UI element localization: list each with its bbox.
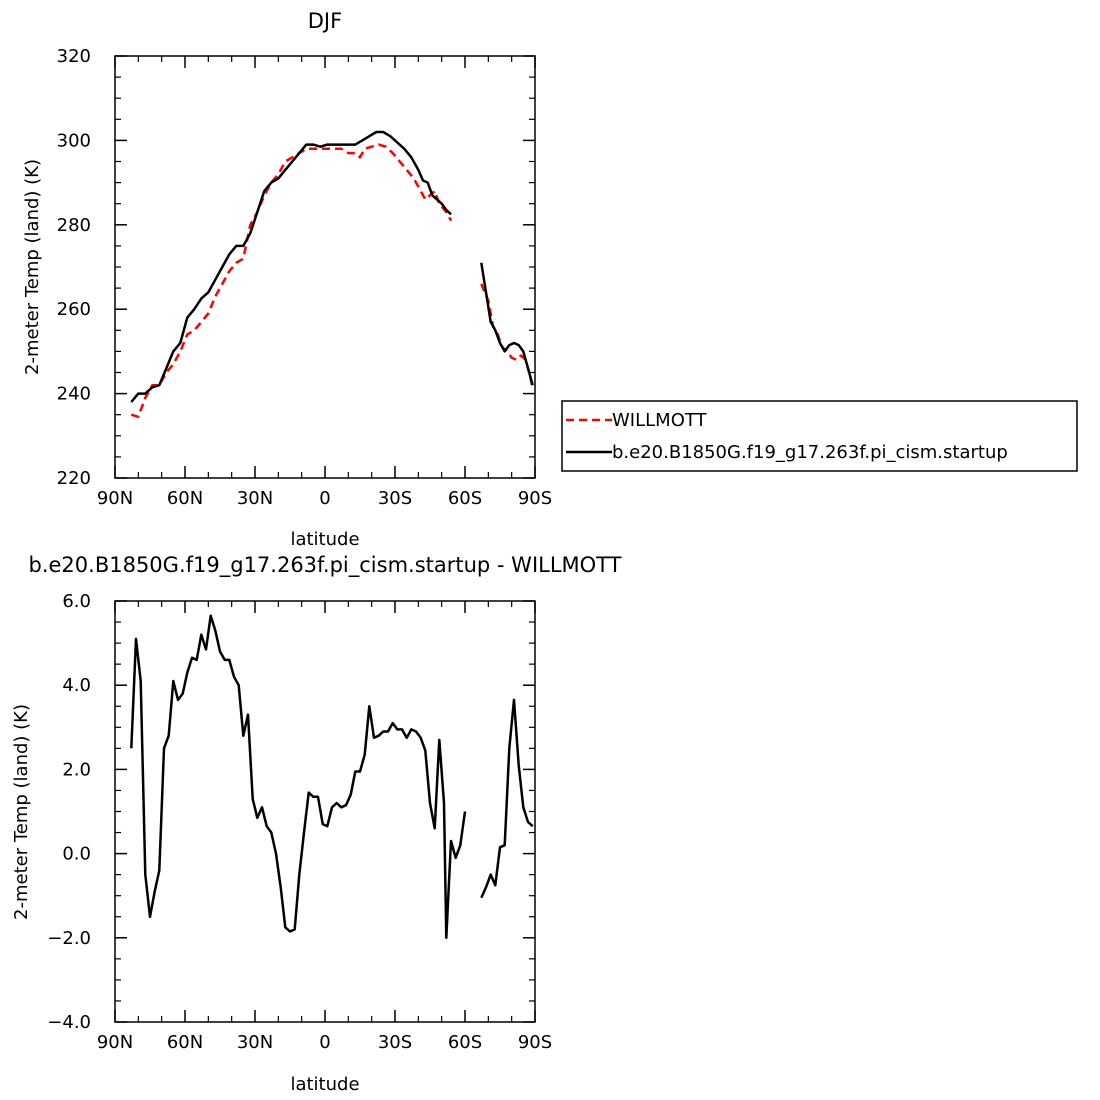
bottom-ytick-label: 6.0 (62, 591, 91, 612)
top-xtick-label: 90N (97, 488, 133, 509)
top-xtick-label: 60N (167, 488, 203, 509)
top-ytick-label: 320 (57, 46, 91, 67)
top-chart-ylabel: 2-meter Temp (land) (K) (22, 159, 43, 375)
top-series-0-line-segment-1 (480, 283, 534, 390)
bottom-ytick-label: −4.0 (47, 1012, 91, 1033)
legend: WILLMOTT b.e20.B1850G.f19_g17.263f.pi_ci… (561, 400, 1078, 472)
top-series-1-line-segment-1 (480, 262, 534, 386)
bottom-xtick-label: 30N (237, 1032, 273, 1053)
top-xtick-label: 0 (319, 488, 330, 509)
bottom-chart-title: b.e20.B1850G.f19_g17.263f.pi_cism.startu… (29, 553, 622, 578)
bottom-ytick-label: 2.0 (62, 759, 91, 780)
top-chart-title: DJF (308, 9, 342, 33)
bottom-chart-plot: 90N 60N 30N 0 30S 60S 90S −4.0 −2.0 0.0 2.0 4.0 6.0 (47, 591, 552, 1053)
bottom-xtick-label: 90S (518, 1032, 552, 1053)
top-ytick-label: 260 (57, 299, 91, 320)
top-ytick-label: 280 (57, 215, 91, 236)
top-ytick-label: 240 (57, 384, 91, 405)
top-xtick-label: 90S (518, 488, 552, 509)
bottom-series-0-line-segment-1 (480, 698, 534, 899)
bottom-xtick-label: 0 (319, 1032, 330, 1053)
bottom-chart: b.e20.B1850G.f19_g17.263f.pi_cism.startu… (11, 553, 622, 1095)
top-xtick-label: 60S (448, 488, 482, 509)
top-chart: DJF 90N 60N 30N 0 30S 60S 90S 220 240 260 280 300 32… (22, 9, 552, 550)
bottom-xtick-label: 90N (97, 1032, 133, 1053)
bottom-chart-xlabel: latitude (290, 1074, 359, 1095)
top-ytick-label: 300 (57, 130, 91, 151)
top-series-1-line-segment-0 (130, 130, 452, 403)
top-xtick-label: 30N (237, 488, 273, 509)
bottom-chart-ylabel: 2-meter Temp (land) (K) (11, 704, 32, 920)
top-xtick-label: 30S (378, 488, 412, 509)
bottom-ytick-label: 4.0 (62, 675, 91, 696)
top-chart-plot: 90N 60N 30N 0 30S 60S 90S 220 240 260 280 300 320 (57, 46, 553, 509)
bottom-xtick-label: 60N (167, 1032, 203, 1053)
top-chart-xlabel: latitude (290, 529, 359, 550)
legend-box (561, 400, 1078, 472)
top-ytick-label: 220 (57, 468, 91, 489)
bottom-series-0-line-segment-0 (130, 614, 467, 940)
bottom-ytick-label: 0.0 (62, 844, 91, 865)
legend-label-willmott: WILLMOTT (612, 410, 708, 431)
bottom-xtick-label: 60S (448, 1032, 482, 1053)
legend-label-model: b.e20.B1850G.f19_g17.263f.pi_cism.startu… (612, 442, 1008, 463)
bottom-ytick-label: −2.0 (47, 928, 91, 949)
bottom-xtick-label: 30S (378, 1032, 412, 1053)
